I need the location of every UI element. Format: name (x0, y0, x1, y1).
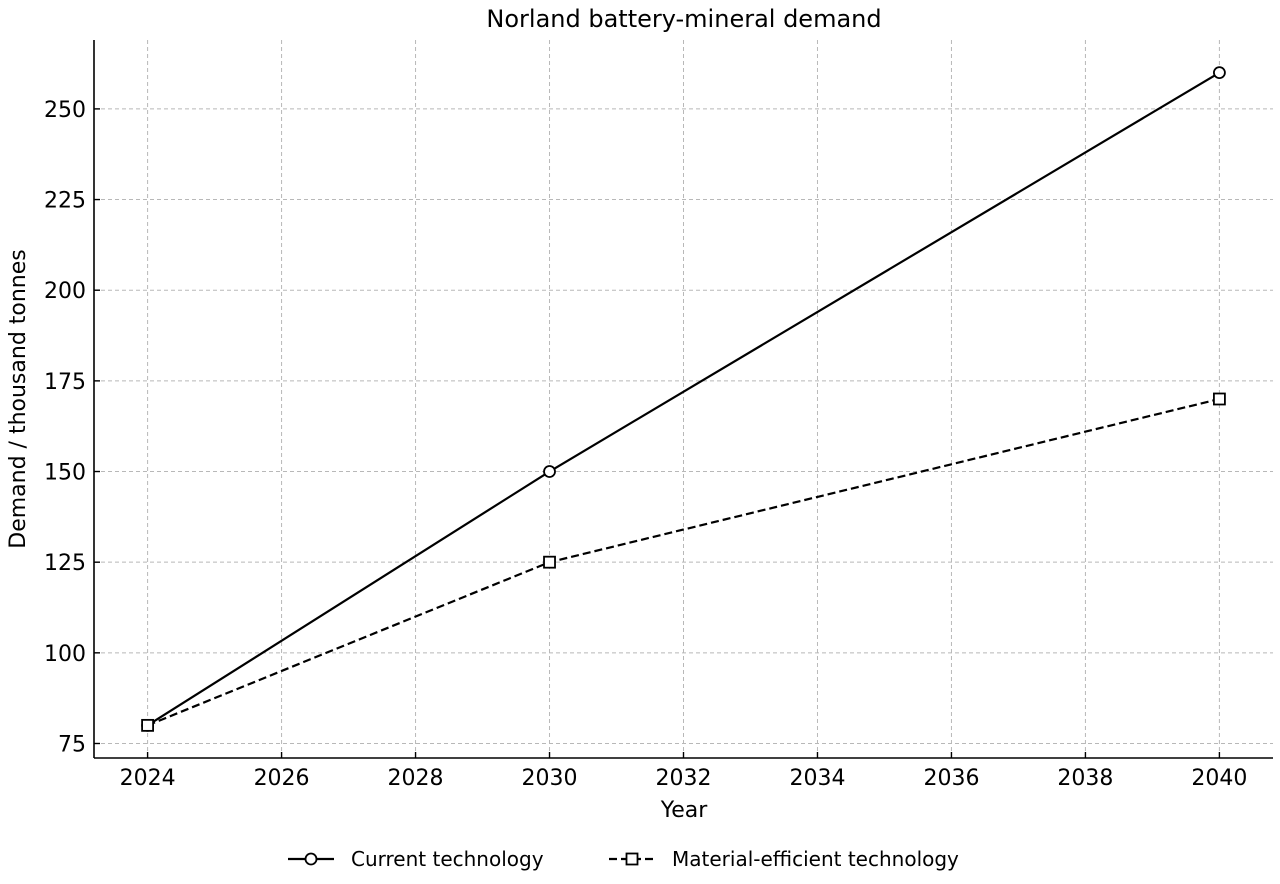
y-tick-label: 250 (44, 98, 86, 123)
x-tick-label: 2028 (388, 766, 444, 791)
x-axis-label: Year (660, 798, 709, 823)
series-1-point (1213, 66, 1226, 80)
x-tick-label: 2034 (789, 766, 845, 791)
series-2-point (1213, 392, 1226, 406)
x-tick-label: 2032 (656, 766, 712, 791)
y-axis-label: Demand / thousand tonnes (6, 249, 31, 548)
y-tick-label: 150 (44, 461, 86, 486)
x-tick-label: 2038 (1057, 766, 1113, 791)
x-tick-label: 2036 (923, 766, 979, 791)
axes (93, 40, 1273, 759)
series-markers (141, 66, 1226, 732)
x-tick-label: 2040 (1191, 766, 1247, 791)
y-tick-label: 75 (58, 732, 86, 757)
y-tick-label: 175 (44, 370, 86, 395)
x-tick-label: 2024 (120, 766, 176, 791)
legend-marker-2 (625, 852, 639, 866)
legend-marker-1 (304, 852, 318, 866)
legend-label-1: Current technology (351, 847, 544, 871)
tick-labels: 2024 2026 2028 2030 2032 2034 2036 2038 2040 75 10… (44, 98, 1247, 791)
legend-label-2: Material-efficient technology (672, 847, 959, 871)
chart-title: Norland battery-mineral demand (486, 5, 881, 33)
series-2-point (543, 555, 556, 569)
series-1-point (543, 465, 556, 478)
y-tick-label: 225 (44, 189, 86, 214)
y-tick-label: 100 (44, 642, 86, 667)
x-tick-label: 2026 (254, 766, 310, 791)
x-tick-label: 2030 (522, 766, 578, 791)
legend: Current technology Material-efficient tec… (288, 847, 959, 871)
grid (94, 40, 1273, 758)
y-tick-label: 200 (44, 279, 86, 304)
series-2-point (141, 718, 154, 732)
y-tick-label: 125 (44, 551, 86, 576)
